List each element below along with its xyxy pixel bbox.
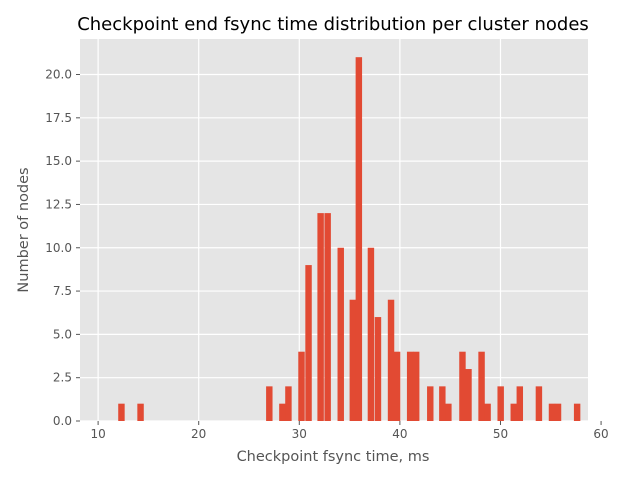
- y-tick-label: 10.0: [45, 241, 72, 255]
- x-tick-label: 40: [392, 427, 407, 441]
- y-tick-label: 0.0: [53, 414, 72, 428]
- histogram-bar: [349, 299, 357, 421]
- histogram-bar: [535, 386, 543, 421]
- histogram-bar: [393, 351, 401, 421]
- histogram-bar: [317, 213, 324, 421]
- chart-title: Checkpoint end fsync time distribution p…: [77, 14, 589, 35]
- x-tick-label: 30: [292, 427, 307, 441]
- histogram-bar: [412, 351, 420, 421]
- y-tick-label: 2.5: [53, 371, 72, 385]
- histogram-bar: [279, 403, 286, 421]
- histogram-bar: [298, 351, 305, 421]
- y-tick-label: 5.0: [53, 327, 72, 341]
- histogram-bar: [478, 351, 485, 421]
- x-axis-label: Checkpoint fsync time, ms: [237, 449, 430, 465]
- histogram-bar: [465, 369, 472, 421]
- histogram-bar: [118, 403, 125, 421]
- plot-area: [80, 39, 588, 421]
- histogram-bar: [355, 57, 363, 421]
- x-axis-ticks: 10 20 30 40 50 60: [90, 421, 609, 441]
- histogram-bar: [554, 403, 562, 421]
- histogram-bar: [367, 247, 375, 421]
- histogram-bar: [137, 403, 144, 421]
- histogram-bar: [387, 299, 395, 421]
- histogram-bar: [305, 265, 312, 421]
- y-tick-label: 12.5: [45, 197, 72, 211]
- y-axis-ticks: 0.0 2.5 5.0 7.5 10.0 12.5 15.0 17.5 20.0: [45, 68, 80, 428]
- x-tick-label: 20: [191, 427, 206, 441]
- y-tick-label: 20.0: [45, 68, 72, 82]
- x-tick-label: 50: [493, 427, 508, 441]
- histogram-bar: [427, 386, 434, 421]
- histogram-bar: [548, 403, 556, 421]
- x-tick-label: 10: [90, 427, 105, 441]
- histogram-bar: [484, 403, 491, 421]
- y-tick-label: 7.5: [53, 284, 72, 298]
- y-tick-label: 17.5: [45, 111, 72, 125]
- histogram-bar: [324, 213, 331, 421]
- histogram-bar: [337, 247, 344, 421]
- y-tick-label: 15.0: [45, 154, 72, 168]
- histogram-bar: [445, 403, 452, 421]
- histogram-bar: [510, 403, 517, 421]
- histogram-bar: [406, 351, 414, 421]
- histogram-bar: [497, 386, 504, 421]
- histogram-bar: [573, 403, 581, 421]
- x-tick-label: 60: [593, 427, 608, 441]
- histogram-bar: [266, 386, 273, 421]
- y-axis-label: Number of nodes: [16, 167, 32, 292]
- histogram-bars: [118, 57, 581, 421]
- histogram-bar: [374, 317, 382, 421]
- histogram-bar: [439, 386, 446, 421]
- histogram-bar: [285, 386, 292, 421]
- histogram-bar: [516, 386, 524, 421]
- histogram-bar: [459, 351, 466, 421]
- gridlines: [80, 39, 588, 422]
